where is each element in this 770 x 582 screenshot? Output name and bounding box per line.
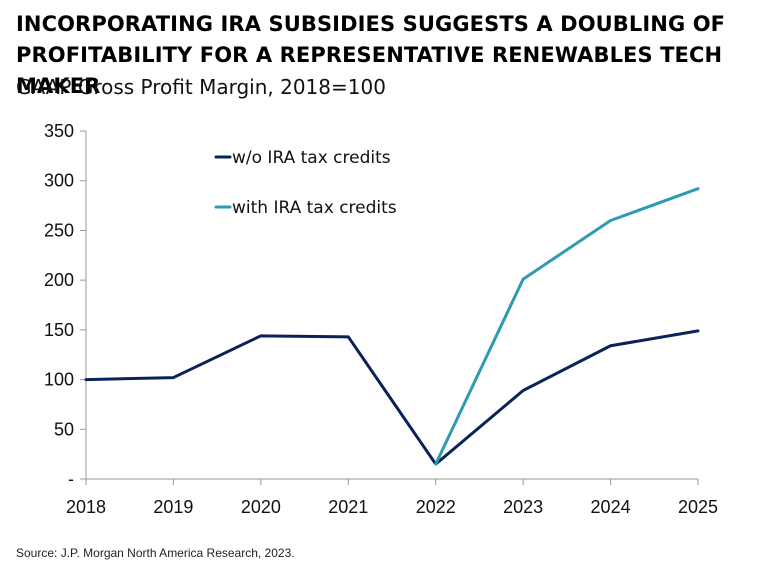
x-tick-label: 2025 (678, 497, 718, 517)
x-tick-label: 2023 (503, 497, 543, 517)
legend-label-with-ira: with IRA tax credits (232, 198, 397, 218)
x-tick-label: 2019 (153, 497, 193, 517)
source-note: Source: J.P. Morgan North America Resear… (16, 546, 295, 560)
x-tick-label: 2020 (241, 497, 281, 517)
y-tick-label: - (68, 469, 74, 489)
x-tick-label: 2021 (328, 497, 368, 517)
x-tick-label: 2022 (416, 497, 456, 517)
y-tick-label: 200 (44, 270, 74, 290)
chart-legend: w/o IRA tax credits with IRA tax credits (214, 148, 397, 218)
x-tick-label: 2024 (591, 497, 631, 517)
y-tick-label: 100 (44, 370, 74, 390)
series-line-with-ira (434, 187, 700, 466)
legend-label-without-ira: w/o IRA tax credits (232, 148, 391, 168)
chart-title: INCORPORATING IRA SUBSIDIES SUGGESTS A D… (16, 12, 726, 98)
y-tick-label: 50 (54, 419, 74, 439)
y-tick-label: 300 (44, 171, 74, 191)
series-line-without-ira (84, 329, 700, 466)
chart-subtitle: GAAP Gross Profit Margin, 2018=100 (16, 75, 386, 99)
y-tick-label: 250 (44, 220, 74, 240)
chart-axes: - 50 100 150 200 250 300 350 2018 2019 2020 2021 202… (44, 121, 718, 517)
x-tick-label: 2018 (66, 497, 106, 517)
y-tick-label: 150 (44, 320, 74, 340)
chart-series (84, 187, 700, 466)
y-tick-label: 350 (44, 121, 74, 141)
